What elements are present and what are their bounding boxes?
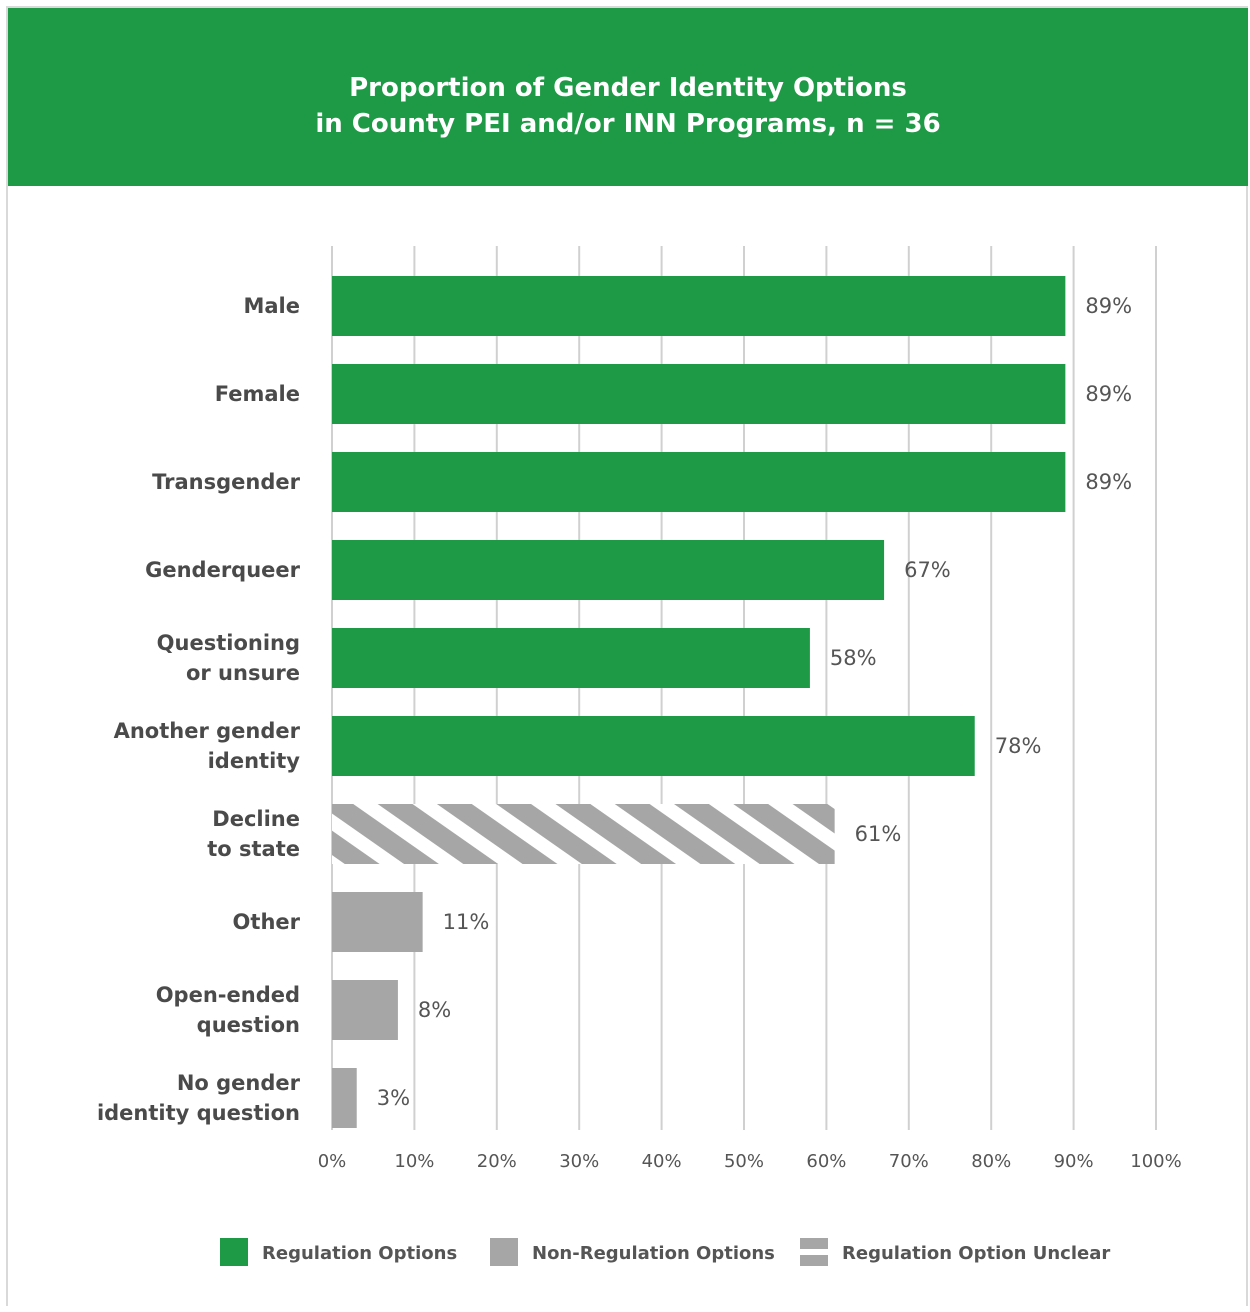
chart-title-line-2: in County PEI and/or INN Programs, n = 3… — [315, 109, 941, 139]
chart-title-line-1: Proportion of Gender Identity Options — [349, 73, 907, 103]
legend-swatch — [800, 1255, 828, 1266]
category-label: identity — [208, 749, 301, 773]
x-tick-label: 50% — [724, 1151, 764, 1172]
x-tick-label: 0% — [318, 1151, 347, 1172]
x-tick-label: 30% — [559, 1151, 599, 1172]
bar — [332, 452, 1066, 512]
bar — [332, 276, 1066, 336]
value-label: 67% — [904, 558, 951, 582]
bar — [332, 1068, 357, 1128]
x-tick-label: 80% — [971, 1151, 1011, 1172]
chart-title: Proportion of Gender Identity Options in… — [8, 70, 1248, 142]
category-label: question — [197, 1013, 300, 1037]
category-label: Female — [215, 382, 300, 406]
bar — [332, 716, 975, 776]
bar — [332, 628, 810, 688]
value-label: 89% — [1085, 470, 1132, 494]
category-labels: Male Female Transgender Genderqueer Question… — [97, 294, 301, 1125]
category-label: Open-ended — [156, 983, 300, 1007]
x-tick-label: 70% — [889, 1151, 929, 1172]
legend-label: Regulation Options — [262, 1243, 457, 1264]
category-label: Questioning — [157, 631, 300, 655]
bar — [332, 892, 423, 952]
value-label: 89% — [1085, 382, 1132, 406]
value-label: 11% — [443, 910, 490, 934]
bar — [332, 804, 835, 864]
x-tick-label: 40% — [642, 1151, 682, 1172]
legend-label: Regulation Option Unclear — [842, 1243, 1110, 1264]
value-label: 8% — [418, 998, 451, 1022]
value-label: 78% — [995, 734, 1042, 758]
category-label: to state — [207, 837, 300, 861]
legend-swatch — [800, 1238, 828, 1249]
chart-header-band — [8, 8, 1248, 186]
value-label: 89% — [1085, 294, 1132, 318]
category-label: Another gender — [114, 719, 301, 743]
legend-swatch — [220, 1238, 248, 1266]
bars — [332, 276, 1066, 1128]
x-tick-label: 100% — [1130, 1151, 1181, 1172]
category-label: Genderqueer — [145, 558, 301, 582]
legend-swatch — [490, 1238, 518, 1266]
x-tick-label: 90% — [1054, 1151, 1094, 1172]
value-label: 61% — [855, 822, 902, 846]
category-label: identity question — [97, 1101, 300, 1125]
category-label: or unsure — [186, 661, 300, 685]
value-label: 3% — [377, 1086, 410, 1110]
x-tick-label: 10% — [394, 1151, 434, 1172]
x-tick-label: 60% — [806, 1151, 846, 1172]
x-axis-ticks: 0% 10% 20% 30% 40% 50% 60% 70% 80% 90% 100% — [318, 1151, 1182, 1172]
category-label: Transgender — [152, 470, 300, 494]
bar — [332, 364, 1066, 424]
bar — [332, 980, 398, 1040]
legend-label: Non-Regulation Options — [532, 1243, 775, 1264]
category-label: Male — [243, 294, 300, 318]
category-label: No gender — [177, 1071, 301, 1095]
x-tick-label: 20% — [477, 1151, 517, 1172]
category-label: Decline — [212, 807, 300, 831]
bar — [332, 540, 885, 600]
legend: Regulation Options Non-Regulation Options… — [220, 1238, 1110, 1266]
category-label: Other — [233, 910, 301, 934]
value-label: 58% — [830, 646, 877, 670]
value-labels: 89% 89% 89% 67% 58% 78% 61% 11% 8% 3% — [377, 294, 1132, 1110]
